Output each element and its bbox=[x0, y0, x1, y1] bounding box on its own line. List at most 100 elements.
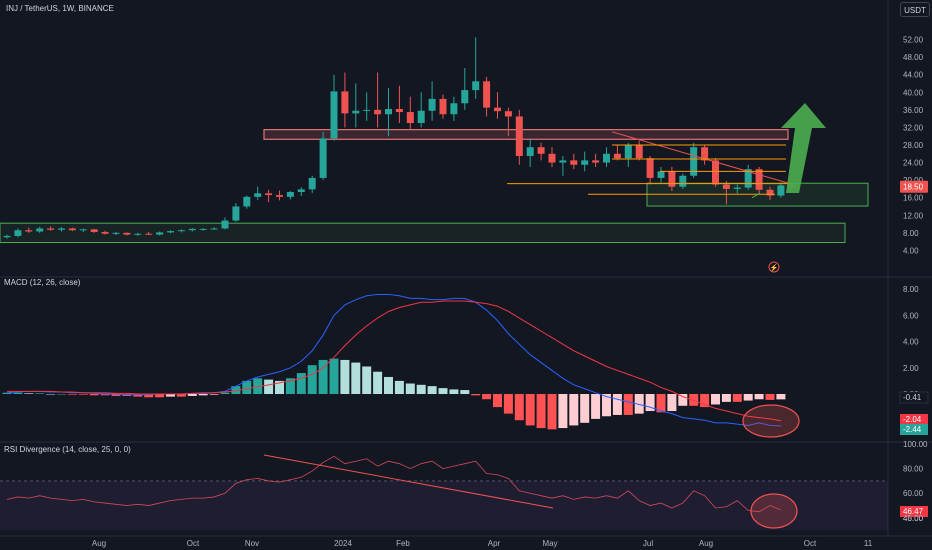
macd-histogram-bar bbox=[700, 394, 710, 408]
macd-axis-tick: 4.00 bbox=[903, 338, 919, 347]
candle bbox=[123, 232, 131, 235]
macd-histogram-bar bbox=[602, 394, 611, 417]
candle bbox=[483, 81, 491, 108]
event-marker-glyph: ⚡ bbox=[770, 263, 779, 272]
candle bbox=[210, 228, 218, 230]
macd-histogram-bar bbox=[427, 386, 437, 394]
macd-histogram-bar bbox=[536, 394, 546, 429]
rsi-highlight-circle bbox=[750, 493, 798, 529]
candle bbox=[679, 175, 687, 187]
candle bbox=[526, 147, 534, 156]
macd-histogram-bar bbox=[580, 394, 590, 423]
candle bbox=[766, 189, 774, 196]
candle bbox=[690, 147, 698, 176]
candle bbox=[14, 230, 22, 236]
rsi-axis-tick: 45.00 bbox=[903, 514, 924, 523]
macd-histogram-bar bbox=[667, 394, 677, 412]
macd-histogram-bar bbox=[525, 394, 535, 426]
macd-histogram-bar bbox=[623, 394, 633, 415]
price-axis-tick: 24.00 bbox=[903, 159, 924, 168]
macd-histogram-bar bbox=[318, 359, 328, 394]
signal-line bbox=[7, 300, 781, 422]
macd-histogram-bar bbox=[275, 380, 284, 394]
time-axis-tick: 11 bbox=[864, 539, 873, 548]
macd-histogram-bar bbox=[144, 394, 154, 398]
candle bbox=[461, 90, 469, 104]
macd-histogram-bar bbox=[612, 394, 622, 415]
macd-histogram-bar bbox=[449, 389, 459, 394]
candle bbox=[385, 108, 392, 115]
macd-histogram-bar bbox=[264, 379, 274, 394]
candle bbox=[592, 160, 600, 163]
candle bbox=[515, 116, 523, 156]
macd-histogram-bar bbox=[711, 394, 720, 405]
candle bbox=[297, 189, 305, 193]
candle bbox=[330, 91, 338, 139]
candle bbox=[265, 193, 273, 196]
macd-histogram-bar bbox=[558, 394, 568, 429]
candle bbox=[286, 192, 294, 197]
macd-histogram-bar bbox=[645, 394, 655, 412]
macd-histogram-bar bbox=[689, 394, 699, 406]
candle bbox=[439, 98, 447, 115]
macd-histogram-bar bbox=[13, 392, 23, 394]
macd-histogram-bar bbox=[100, 394, 110, 396]
macd-histogram-bar bbox=[35, 393, 45, 394]
macd-histogram-bar bbox=[89, 394, 99, 396]
macd-histogram-bar bbox=[198, 394, 208, 396]
price-axis-tick: 8.00 bbox=[903, 229, 919, 238]
candle bbox=[58, 228, 65, 230]
macd-histogram-bar bbox=[732, 394, 742, 402]
candle bbox=[450, 103, 458, 115]
candle bbox=[199, 228, 207, 230]
candle bbox=[733, 187, 741, 189]
price-axis-tick: 48.00 bbox=[903, 53, 924, 62]
macd-value: -2.44 bbox=[903, 425, 922, 434]
rsi-axis-tick: 60.00 bbox=[903, 489, 924, 498]
candle bbox=[603, 153, 610, 163]
macd-histogram-bar bbox=[373, 371, 383, 394]
macd-histogram-bar bbox=[307, 365, 317, 394]
candle bbox=[657, 171, 665, 178]
candle bbox=[581, 160, 589, 165]
candle bbox=[646, 158, 654, 178]
macd-histogram-bar bbox=[187, 394, 197, 396]
price-axis-tick: 12.00 bbox=[903, 211, 924, 220]
time-axis-tick: Apr bbox=[488, 539, 501, 548]
macd-histogram-bar bbox=[78, 394, 88, 395]
candle bbox=[308, 177, 316, 190]
macd-histogram-bar bbox=[493, 394, 502, 408]
macd-axis-tick: 2.00 bbox=[903, 364, 919, 373]
price-axis-tick: 32.00 bbox=[903, 123, 924, 132]
macd-histogram-bar bbox=[133, 394, 143, 397]
macd-histogram-bar bbox=[754, 394, 764, 400]
rsi-axis-tick: 40.00 bbox=[903, 514, 924, 523]
macd-histogram-bar bbox=[351, 362, 361, 394]
macd-histogram-bar bbox=[656, 394, 666, 413]
price-axis-tick: 36.00 bbox=[903, 106, 924, 115]
candle bbox=[777, 185, 785, 196]
candle bbox=[188, 228, 196, 231]
candle bbox=[722, 184, 730, 189]
macd-histogram-bar bbox=[340, 359, 350, 394]
macd-histogram-bar bbox=[155, 394, 165, 398]
macd-histogram-bar bbox=[111, 394, 121, 396]
macd-histogram-bar bbox=[634, 394, 644, 414]
candle bbox=[395, 108, 403, 113]
macd-histogram-bar bbox=[285, 378, 295, 394]
macd-histogram-bar bbox=[220, 392, 230, 394]
macd-histogram-bar bbox=[591, 394, 601, 419]
macd-histogram-bar bbox=[776, 394, 786, 400]
candle bbox=[3, 235, 11, 238]
macd-histogram-bar bbox=[460, 390, 470, 394]
candle bbox=[221, 220, 229, 229]
small-arrow bbox=[751, 192, 761, 199]
signal-value-badge bbox=[900, 414, 928, 425]
currency-button[interactable]: USDT bbox=[900, 2, 930, 17]
macd-histogram-bar bbox=[57, 394, 66, 395]
rsi-axis-tick: 80.00 bbox=[903, 465, 924, 474]
candle bbox=[112, 232, 120, 234]
candle bbox=[276, 195, 283, 197]
support-zone-lower bbox=[0, 222, 846, 244]
time-axis-tick: Oct bbox=[804, 539, 817, 548]
